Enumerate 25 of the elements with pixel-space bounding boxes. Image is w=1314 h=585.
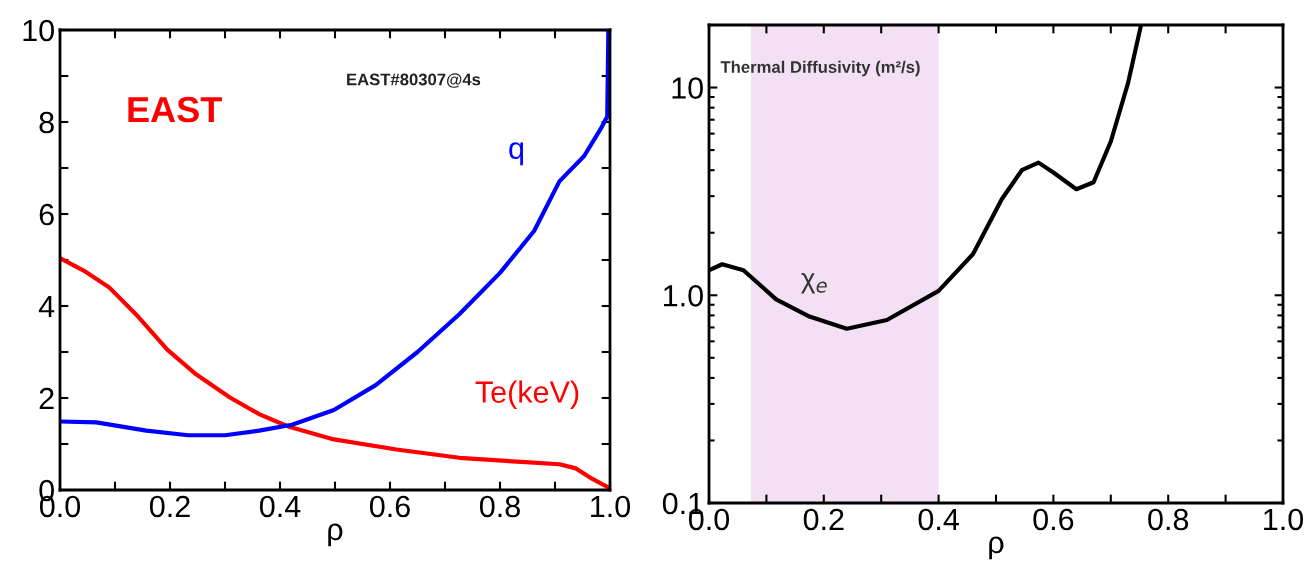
x-tick-label: 1.0 [591,495,631,518]
x-axis-title: ρ [989,536,1004,560]
annotation: Thermal Diffusivity (m²/s) [720,60,920,77]
x-tick-label: 0.2 [803,508,844,531]
series-label: Te(keV) [475,380,579,409]
y-tick-label: 1.0 [664,285,703,307]
annotation: χ$_{e}$ [801,272,827,294]
series-label: q [509,142,524,166]
y-tick-label: 10 [23,19,54,42]
x-axis-title: ρ [328,523,343,547]
y-tick-label: 6 [39,203,54,226]
y-tick-label: 8 [39,111,54,134]
x-tick-label: 0.4 [259,495,301,518]
y-tick-label: 10 [672,77,703,99]
x-tick-label: 0.6 [1033,508,1074,531]
x-tick-label: 0.6 [369,495,410,518]
x-tick-label: 0.4 [918,508,959,531]
x-tick-label: 0.8 [1148,508,1189,531]
y-tick-label: 2 [39,387,54,410]
x-tick-label: 0.2 [149,495,190,518]
y-tick-label: 4 [38,296,55,318]
annotation: EAST#80307@4s [347,73,481,88]
x-tick-label: 1.0 [1264,508,1304,531]
annotation: EAST [128,96,222,123]
x-tick-label: 0.8 [479,495,520,518]
